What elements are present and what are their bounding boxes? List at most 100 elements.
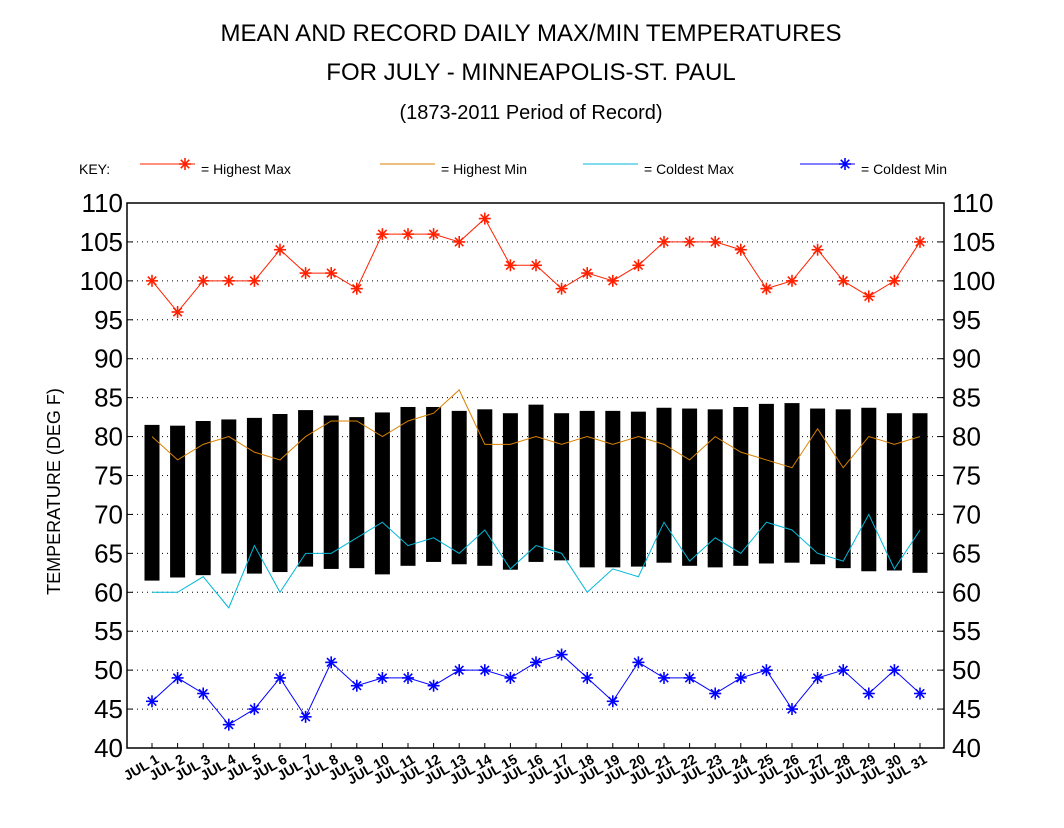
y-tick-label-right: 80 xyxy=(952,422,981,452)
mean-bar xyxy=(886,413,902,571)
coldest-min-point xyxy=(606,695,619,708)
coldest-min-point xyxy=(427,679,440,692)
legend: = Highest Max = Highest Min = Coldest Max =… xyxy=(140,158,947,177)
chart-subtitle: (1873-2011 Period of Record) xyxy=(399,102,662,124)
coldest-min-point xyxy=(581,671,594,684)
highest-max-point xyxy=(222,274,235,287)
y-tick-label-left: 90 xyxy=(94,344,123,374)
y-axis-left: 40 45 50 55 60 65 70 75 80 85 90 95 100 105 110 xyxy=(80,188,123,763)
coldest-min-point xyxy=(734,671,747,684)
highest-max-point xyxy=(171,306,184,318)
y-axis-label: TEMPERATURE (DEG F) xyxy=(44,388,64,595)
y-tick-label-left: 70 xyxy=(94,499,123,529)
chart-title: MEAN AND RECORD DAILY MAX/MIN TEMPERATUR… xyxy=(221,20,842,47)
y-tick-label-right: 45 xyxy=(952,694,981,724)
legend-item-coldest-min: = Coldest Min xyxy=(800,158,947,177)
highest-max-point xyxy=(683,235,696,248)
y-tick-label-left: 100 xyxy=(80,266,123,296)
highest-max-point xyxy=(888,274,901,287)
highest-max-point xyxy=(197,274,210,287)
y-tick-label-right: 65 xyxy=(952,538,981,568)
highest-max-point xyxy=(274,243,286,256)
coldest-min-point xyxy=(274,671,286,684)
highest-max-point xyxy=(427,228,440,241)
y-tick-label-left: 45 xyxy=(94,694,123,724)
highest-max-point xyxy=(555,282,568,295)
coldest-min-point xyxy=(325,656,338,669)
y-tick-label-left: 80 xyxy=(94,422,123,452)
y-tick-label-left: 75 xyxy=(94,461,123,491)
coldest-min-point xyxy=(350,679,363,692)
plot-frame xyxy=(126,202,945,749)
highest-max-point xyxy=(146,274,158,287)
coldest-min-point xyxy=(146,695,158,708)
mean-bar xyxy=(374,412,390,575)
y-tick-label-left: 65 xyxy=(94,538,123,568)
coldest-min-point xyxy=(555,648,568,661)
highest-max-point xyxy=(658,235,670,248)
y-tick-label-right: 40 xyxy=(952,733,981,763)
highest-max-point xyxy=(299,267,312,280)
coldest-min-point xyxy=(402,671,414,684)
highest-max-point xyxy=(325,267,338,280)
y-tick-label-right: 90 xyxy=(952,344,981,374)
mean-bar xyxy=(682,408,698,566)
legend-label: = Coldest Min xyxy=(861,161,947,177)
legend-marker xyxy=(179,158,191,170)
y-tick-label-left: 85 xyxy=(94,383,123,413)
highest-max-point xyxy=(402,228,414,241)
key-label: KEY: xyxy=(79,161,110,177)
series-lines xyxy=(146,212,926,731)
mean-bar xyxy=(349,417,365,569)
highest-max-point xyxy=(530,259,542,272)
mean-bar xyxy=(400,406,416,566)
mean-bar xyxy=(758,403,774,564)
legend-label: = Highest Min xyxy=(441,161,527,177)
mean-bar xyxy=(246,417,262,574)
mean-bar xyxy=(298,410,314,567)
coldest-min-point xyxy=(453,664,466,677)
mean-bar xyxy=(502,413,518,570)
mean-bar xyxy=(144,424,160,581)
highest-max-point xyxy=(709,235,722,248)
y-tick-label-right: 95 xyxy=(952,305,981,335)
mean-bar xyxy=(272,413,288,573)
coldest-min-point xyxy=(248,703,261,716)
highest-max-point xyxy=(734,243,747,256)
highest-max-point xyxy=(504,259,517,272)
y-tick-label-left: 55 xyxy=(94,616,123,646)
y-tick-label-right: 100 xyxy=(952,266,995,296)
highest-max-point xyxy=(837,274,850,287)
grid xyxy=(127,202,944,749)
highest-max-point xyxy=(453,235,466,248)
coldest-min-point xyxy=(632,656,645,669)
y-tick-label-left: 110 xyxy=(82,188,123,218)
coldest-min-point xyxy=(914,687,926,700)
mean-bar xyxy=(477,409,493,566)
highest-max-point xyxy=(811,243,824,256)
mean-bar xyxy=(579,410,595,568)
y-tick-label-right: 60 xyxy=(952,577,981,607)
mean-bar xyxy=(707,409,723,568)
coldest-min-point xyxy=(171,671,184,684)
coldest-min-point xyxy=(478,664,491,677)
y-tick-label-left: 95 xyxy=(94,305,123,335)
legend-marker xyxy=(839,158,851,170)
y-axis-right: 40 45 50 55 60 65 70 75 80 85 90 95 100 105 110 xyxy=(952,188,995,763)
highest-max-point xyxy=(760,282,773,295)
mean-bar xyxy=(733,406,749,566)
highest-max-point xyxy=(786,274,798,287)
y-tick-label-right: 110 xyxy=(952,188,993,218)
coldest-min-point xyxy=(786,703,798,716)
coldest-min-point xyxy=(530,656,542,669)
y-tick-label-right: 70 xyxy=(952,499,981,529)
coldest-min-point xyxy=(811,671,824,684)
mean-bar xyxy=(784,403,800,563)
y-tick-label-right: 55 xyxy=(952,616,981,646)
highest-max-point xyxy=(581,267,594,280)
highest-max-point xyxy=(914,235,926,248)
mean-bar xyxy=(656,407,672,563)
y-tick-label-left: 40 xyxy=(94,733,123,763)
